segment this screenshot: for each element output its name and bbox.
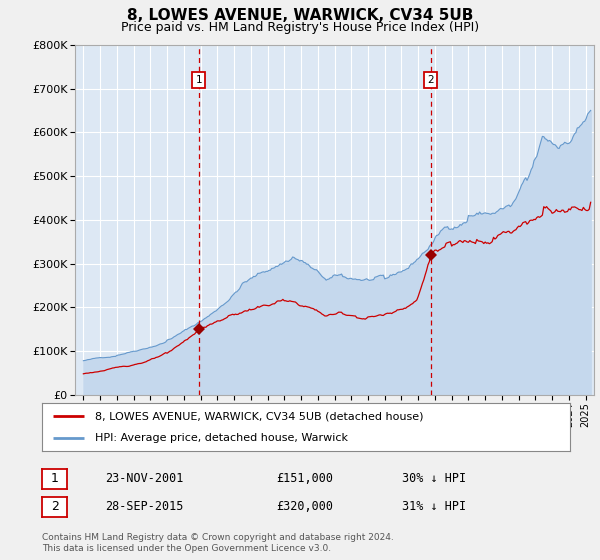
- Text: 8, LOWES AVENUE, WARWICK, CV34 5UB: 8, LOWES AVENUE, WARWICK, CV34 5UB: [127, 8, 473, 24]
- Text: £320,000: £320,000: [276, 500, 333, 514]
- Text: 1: 1: [196, 75, 202, 85]
- Text: 30% ↓ HPI: 30% ↓ HPI: [402, 472, 466, 486]
- Text: 1: 1: [50, 472, 59, 486]
- Text: 28-SEP-2015: 28-SEP-2015: [105, 500, 184, 514]
- Text: 23-NOV-2001: 23-NOV-2001: [105, 472, 184, 486]
- Text: Contains HM Land Registry data © Crown copyright and database right 2024.
This d: Contains HM Land Registry data © Crown c…: [42, 533, 394, 553]
- Text: Price paid vs. HM Land Registry's House Price Index (HPI): Price paid vs. HM Land Registry's House …: [121, 21, 479, 34]
- Text: 8, LOWES AVENUE, WARWICK, CV34 5UB (detached house): 8, LOWES AVENUE, WARWICK, CV34 5UB (deta…: [95, 411, 424, 421]
- Text: HPI: Average price, detached house, Warwick: HPI: Average price, detached house, Warw…: [95, 433, 348, 443]
- Text: 31% ↓ HPI: 31% ↓ HPI: [402, 500, 466, 514]
- Text: 2: 2: [50, 500, 59, 514]
- Text: £151,000: £151,000: [276, 472, 333, 486]
- Text: 2: 2: [427, 75, 434, 85]
